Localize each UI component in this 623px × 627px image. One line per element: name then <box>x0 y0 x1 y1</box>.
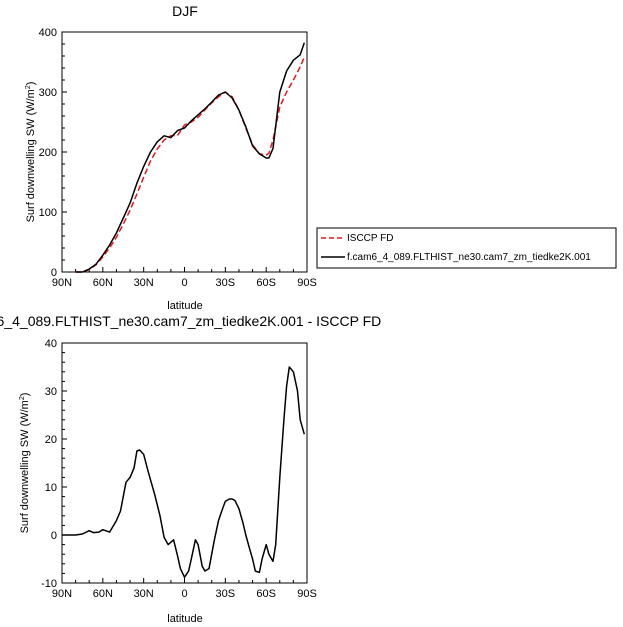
y-axis-label: Surf downwelling SW (W/m2) <box>25 82 37 223</box>
series-lines <box>75 42 306 273</box>
y-tick-label: 400 <box>39 27 57 39</box>
x-tick-label: 90N <box>52 277 72 289</box>
plot-frame <box>61 31 308 273</box>
chart-title: n6_4_089.FLTHIST_ne30.cam7_zm_tiedke2K.0… <box>0 313 381 329</box>
x-tick-label: 30N <box>134 588 154 600</box>
x-tick-label: 30S <box>216 588 236 600</box>
y-tick-label: 40 <box>45 338 57 350</box>
y-axis-label: Surf downwelling SW (W/m2) <box>19 393 31 534</box>
legend: ISCCP FD f.cam6_4_089.FLTHIST_ne30.cam7_… <box>316 227 617 269</box>
x-tick-label: 60S <box>256 277 276 289</box>
y-tick-label: 10 <box>45 482 57 494</box>
x-ticks: 90N 60N 30N 0 30S 60S 90S <box>52 578 317 600</box>
y-tick-label: 30 <box>45 386 57 398</box>
x-tick-label: 30S <box>216 277 236 289</box>
top-panel: DJF latitude Surf downwelling SW (W/m2) … <box>25 3 317 312</box>
y-tick-label: 300 <box>39 87 57 99</box>
x-tick-label: 60S <box>256 588 276 600</box>
series-line-model <box>75 42 306 273</box>
y-tick-label: 0 <box>51 267 57 279</box>
y-tick-label: 100 <box>39 207 57 219</box>
series-line-model <box>62 366 306 578</box>
x-ticks: 90N 60N 30N 0 30S 60S 90S <box>52 267 317 289</box>
bottom-panel: n6_4_089.FLTHIST_ne30.cam7_zm_tiedke2K.0… <box>0 313 381 625</box>
series-line-isccp <box>75 56 305 273</box>
y-tick-label: -10 <box>41 578 57 590</box>
x-axis-label: latitude <box>167 300 202 312</box>
x-tick-label: 60N <box>93 277 113 289</box>
y-tick-label: 200 <box>39 147 57 159</box>
y-tick-label: 0 <box>51 530 57 542</box>
legend-label-model: f.cam6_4_089.FLTHIST_ne30.cam7_zm_tiedke… <box>347 252 591 263</box>
x-tick-label: 60N <box>93 588 113 600</box>
y-tick-label: 20 <box>45 434 57 446</box>
plot-frame <box>61 342 308 584</box>
x-tick-label: 0 <box>181 277 187 289</box>
x-tick-label: 90S <box>297 277 317 289</box>
x-tick-label: 90S <box>297 588 317 600</box>
x-tick-label: 90N <box>52 588 72 600</box>
y-ticks: 0 100 200 300 400 <box>39 27 67 279</box>
series-lines <box>62 366 306 578</box>
chart-title: DJF <box>172 3 198 19</box>
legend-box <box>316 227 617 269</box>
y-ticks: -10 0 10 20 30 40 <box>41 338 67 590</box>
x-tick-label: 30N <box>134 277 154 289</box>
x-axis-label: latitude <box>167 613 202 625</box>
x-tick-label: 0 <box>181 588 187 600</box>
legend-label-isccp: ISCCP FD <box>347 233 394 244</box>
